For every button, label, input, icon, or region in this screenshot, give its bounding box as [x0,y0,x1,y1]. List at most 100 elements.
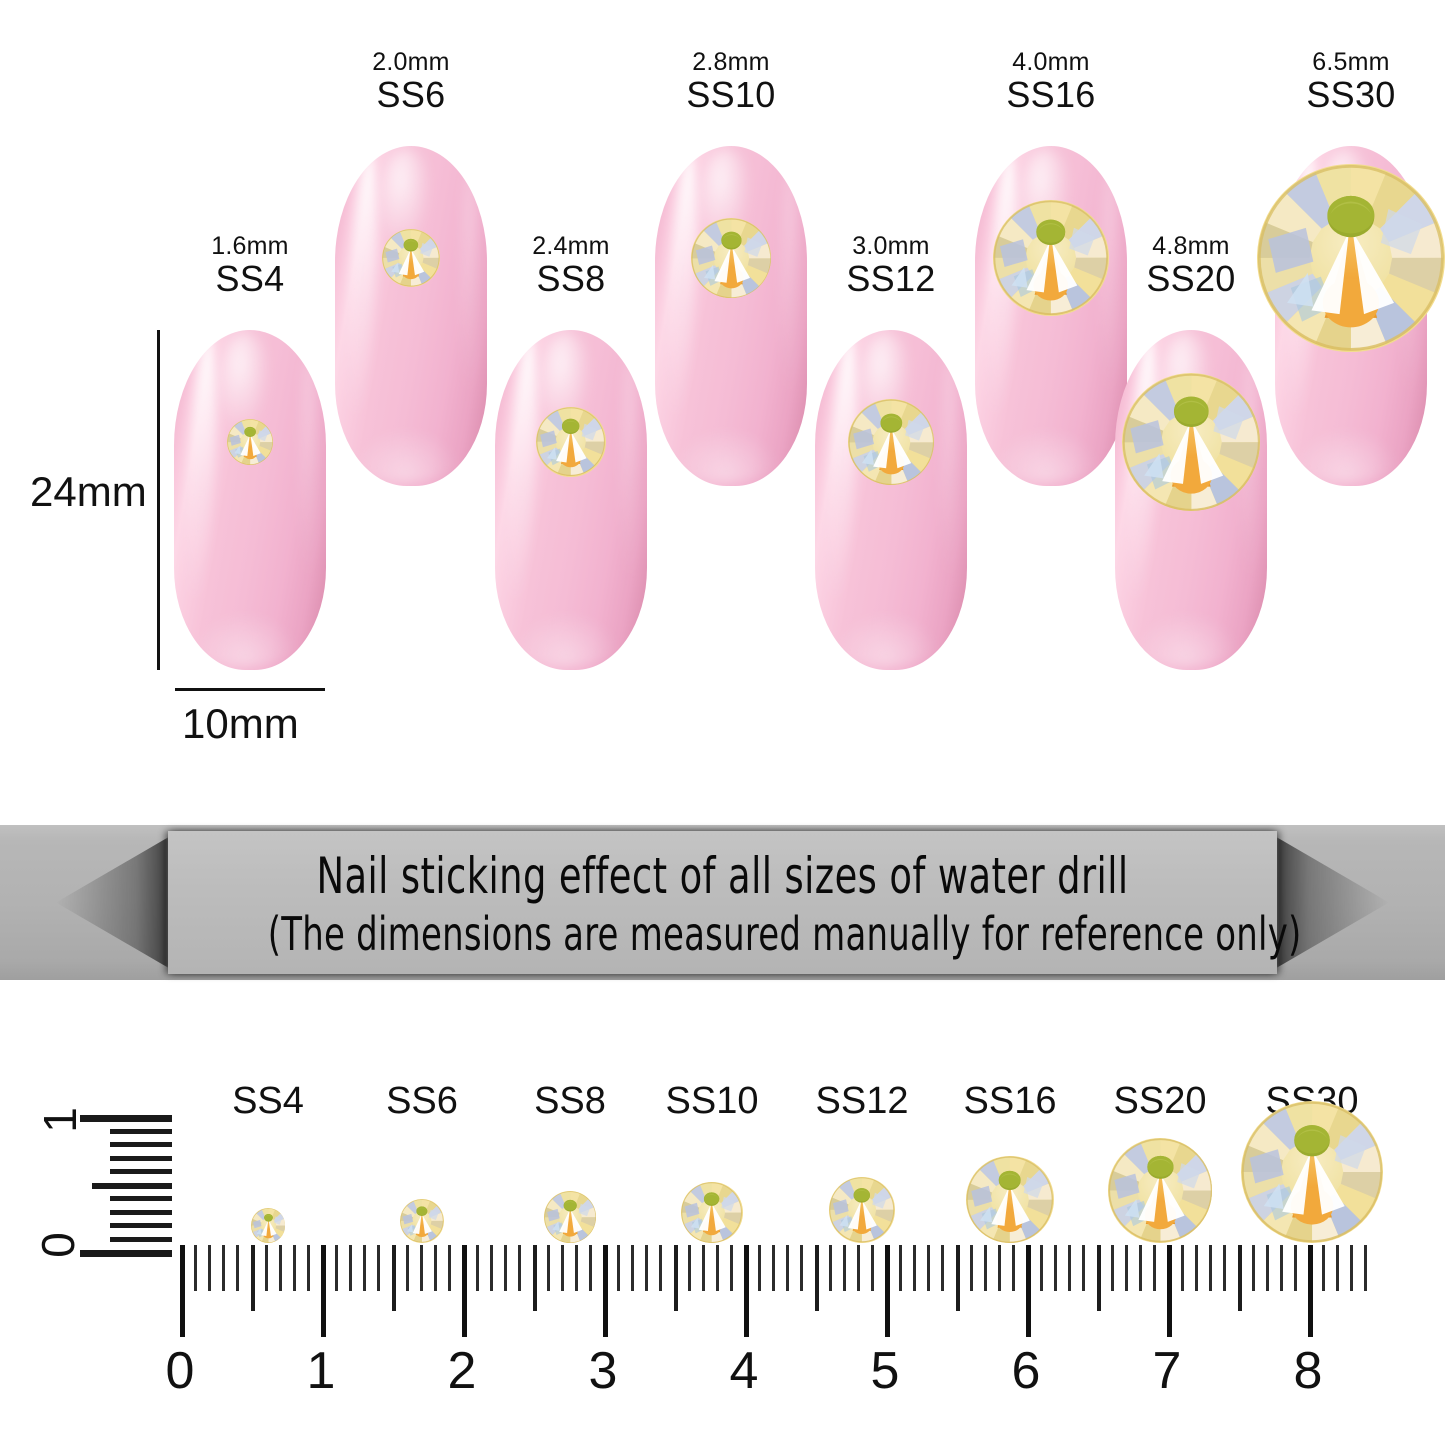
nail-size-ss: SS10 [686,73,776,115]
nail-size-ss: SS30 [1306,73,1396,115]
ruler-minor-tick [941,1245,945,1291]
ruler-number: 8 [1293,1342,1323,1400]
ruler-minor-tick [1082,1245,1086,1291]
nail-size-label: 3.0mm SS12 [781,233,1001,299]
ruler-minor-tick [715,1245,719,1291]
ruler-minor-tick [729,1245,733,1291]
ruler-minor-tick [1265,1245,1269,1291]
ruler-minor-tick [659,1245,663,1291]
ruler-minor-tick [518,1245,522,1291]
ruler-minor-tick [617,1245,621,1291]
nail-gloss-highlight [821,338,862,605]
rhinestone-gem [1257,164,1445,352]
ruler-minor-tick [447,1245,451,1291]
ruler-minor-tick [278,1245,282,1291]
ruler-minor-tick [1209,1245,1213,1291]
vruler-minor-tick [110,1155,172,1161]
ruler-half-tick [532,1245,537,1311]
nail-tip-glow [993,428,1100,483]
ruler-minor-tick [1138,1245,1142,1291]
ruler-number: 2 [447,1342,477,1400]
ruler-minor-tick [335,1245,339,1291]
nail-size-ss: SS12 [846,257,936,299]
rhinestone-gem [536,407,606,477]
ruler-number: 4 [729,1342,759,1400]
nail-gloss-highlight [341,154,382,421]
nail-size-label: 1.6mm SS4 [140,233,360,299]
vruler-minor-tick [110,1236,172,1242]
vruler-minor-tick [110,1223,172,1228]
rhinestone-gem [543,1190,597,1243]
nail-gloss-highlight [180,338,221,605]
ruler-minor-tick [701,1245,705,1291]
ruler-minor-tick [758,1245,762,1291]
ruler-number: 3 [588,1342,618,1400]
height-dimension-label: 24mm [30,468,147,515]
ruler-sample-label: SS16 [963,1080,1057,1122]
nail-top-sheen [219,333,272,436]
ruler-minor-tick [306,1245,310,1291]
ruler-minor-tick [913,1245,917,1291]
vruler-minor-tick [110,1142,172,1147]
nail-tip [815,330,967,670]
rhinestone-gem [681,1181,743,1243]
ruler-minor-tick [1336,1245,1340,1291]
ruler-minor-tick [1068,1245,1072,1291]
ruler-minor-tick [222,1245,226,1291]
ruler-half-tick [1237,1245,1242,1311]
rhinestone-gem [1240,1100,1384,1243]
ruler-minor-tick [1054,1245,1058,1291]
ruler-minor-tick [349,1245,353,1291]
ruler-half-tick [673,1245,678,1311]
ruler-minor-tick [588,1245,592,1291]
ruler-half-tick [250,1245,255,1311]
nail-edge-sheen [300,357,317,589]
nail-size-label: 2.4mm SS8 [461,233,681,299]
ruler-minor-tick [490,1245,494,1291]
ruler-minor-tick [292,1245,296,1291]
nail-tip [975,146,1127,486]
ruler-minor-tick [560,1245,564,1291]
ruler-minor-tick [1195,1245,1199,1291]
ruler-minor-tick [983,1245,987,1291]
nail-tip-glow [1293,428,1400,483]
rhinestone-gem [829,1177,895,1243]
nail-size-label: 2.0mm SS6 [301,49,521,115]
ruler-major-tick [885,1245,890,1337]
rhinestone-gem [1121,372,1261,512]
nail-size-ss: SS20 [1146,257,1236,299]
height-dimension-line [157,330,160,670]
ruler-number: 7 [1152,1342,1182,1400]
ruler-minor-tick [574,1245,578,1291]
nail-edge-sheen [781,173,798,405]
ruler-minor-tick [1350,1245,1354,1291]
ruler-minor-tick [363,1245,367,1291]
nail-size-ss: SS4 [215,257,285,299]
ruler-minor-tick [631,1245,635,1291]
ruler-minor-tick [1251,1245,1255,1291]
vruler-half-tick [92,1182,172,1189]
nail-tip [655,146,807,486]
nail-tip-glow [833,612,940,667]
nail-size-ss: SS8 [536,257,606,299]
ruler-minor-tick [476,1245,480,1291]
nail-edge-sheen [461,173,478,405]
ruler-minor-tick [546,1245,550,1291]
nail-size-mm: 4.8mm [1152,232,1230,260]
rhinestone-gem [690,217,772,299]
ruler-minor-tick [828,1245,832,1291]
ruler-minor-tick [419,1245,423,1291]
ruler-minor-tick [194,1245,198,1291]
width-dimension-label: 10mm [182,700,299,747]
nail-edge-sheen [941,357,958,589]
nail-tip-glow [353,428,460,483]
ruler-minor-tick [927,1245,931,1291]
nail-size-ss: SS6 [376,73,446,115]
nail-edge-sheen [621,357,638,589]
ruler-minor-tick [264,1245,268,1291]
ruler-number: 6 [1011,1342,1041,1400]
ruler-major-tick [1167,1245,1172,1337]
rhinestone-gem [847,398,935,486]
ruler-minor-tick [645,1245,649,1291]
nail-tip [174,330,326,670]
